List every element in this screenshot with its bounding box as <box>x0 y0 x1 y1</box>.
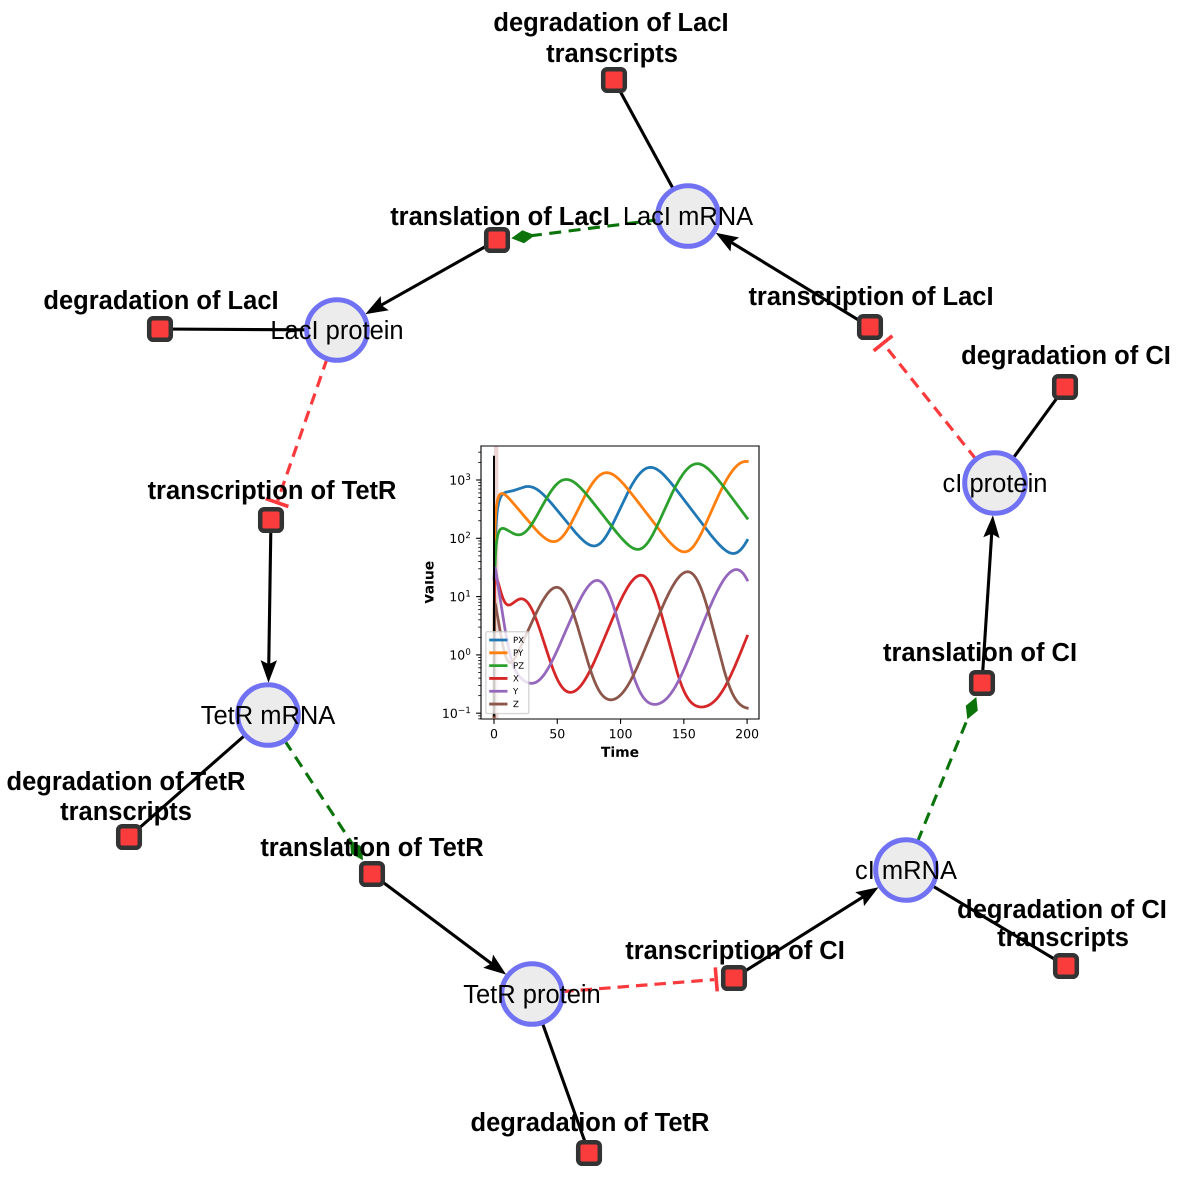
svg-text:LacI mRNA: LacI mRNA <box>623 203 753 231</box>
svg-text:transcription of LacI: transcription of LacI <box>748 283 993 311</box>
svg-text:transcripts: transcripts <box>60 798 192 826</box>
svg-text:cI protein: cI protein <box>943 470 1048 498</box>
svg-text:degradation of CI: degradation of CI <box>957 896 1167 924</box>
svg-text:transcription of CI: transcription of CI <box>625 937 845 965</box>
svg-text:TetR mRNA: TetR mRNA <box>201 702 336 730</box>
svg-text:transcripts: transcripts <box>546 40 678 68</box>
svg-text:degradation of TetR: degradation of TetR <box>471 1109 710 1137</box>
svg-text:translation of LacI: translation of LacI <box>390 203 610 231</box>
svg-text:transcripts: transcripts <box>997 924 1129 952</box>
svg-text:cI mRNA: cI mRNA <box>855 857 957 885</box>
svg-text:degradation of LacI: degradation of LacI <box>43 287 278 315</box>
svg-text:TetR protein: TetR protein <box>463 981 601 1009</box>
svg-text:transcription of TetR: transcription of TetR <box>148 477 397 505</box>
svg-text:degradation of LacI: degradation of LacI <box>493 9 728 37</box>
svg-text:degradation of TetR: degradation of TetR <box>7 768 246 796</box>
svg-text:translation of TetR: translation of TetR <box>260 834 483 862</box>
svg-text:LacI protein: LacI protein <box>270 317 403 345</box>
svg-text:translation of CI: translation of CI <box>883 639 1077 667</box>
svg-text:degradation of CI: degradation of CI <box>961 342 1171 370</box>
